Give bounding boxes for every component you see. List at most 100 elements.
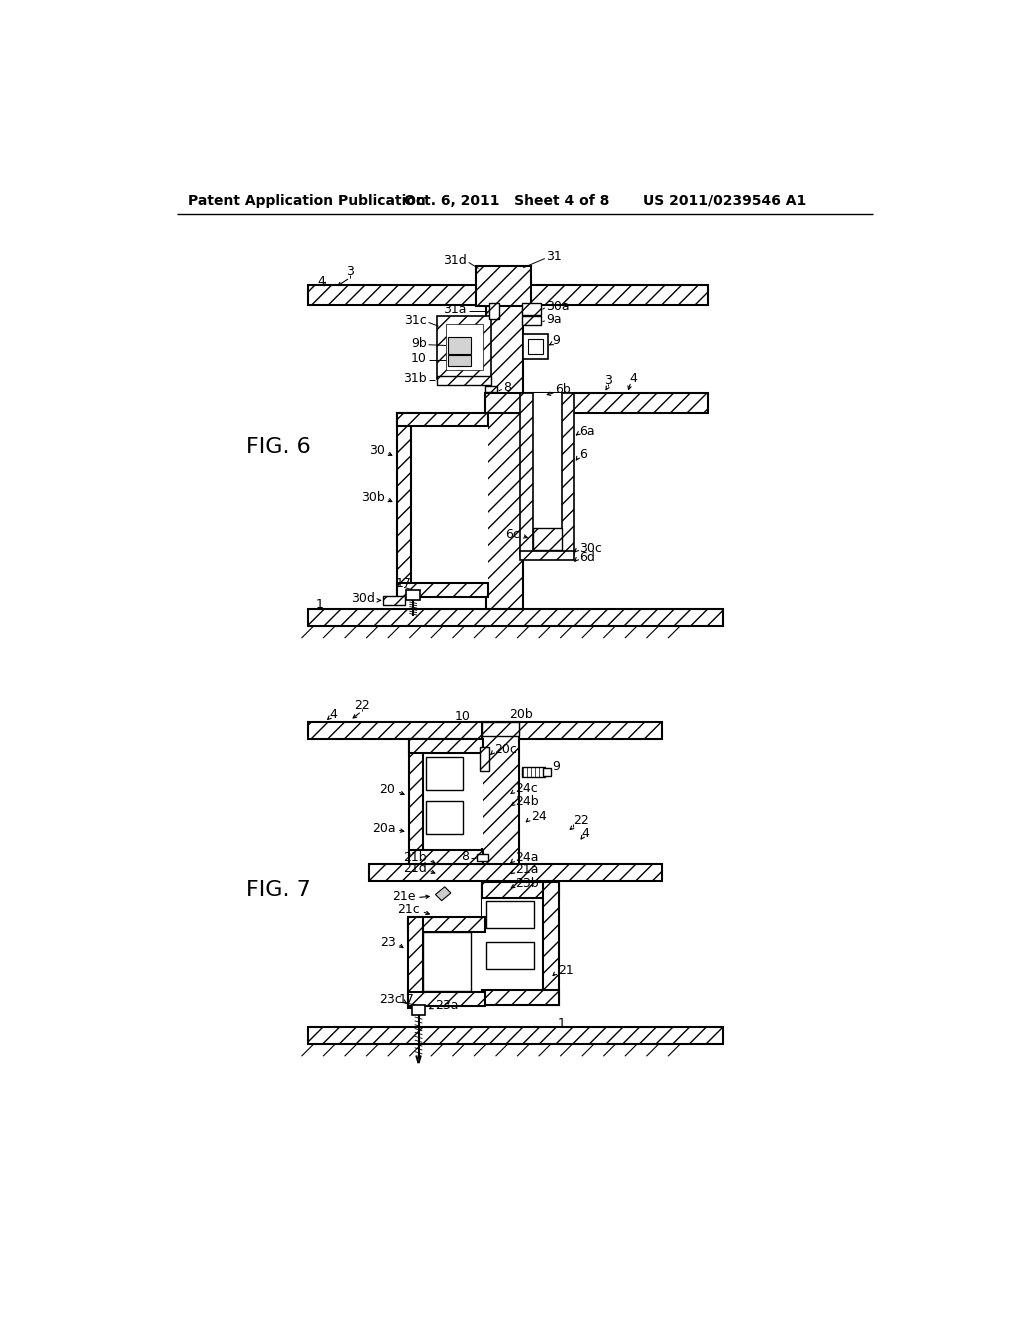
Bar: [520, 393, 532, 554]
Bar: [521, 304, 541, 315]
Text: 21e: 21e: [392, 890, 416, 903]
Bar: [486, 902, 535, 928]
Text: 30d: 30d: [351, 593, 376, 606]
Bar: [408, 993, 484, 1006]
Bar: [437, 317, 490, 379]
Bar: [397, 413, 411, 598]
Bar: [544, 768, 551, 776]
Bar: [475, 267, 531, 306]
Text: 17: 17: [398, 993, 414, 1006]
Text: 1: 1: [558, 1018, 566, 1031]
Text: 20: 20: [380, 783, 395, 796]
Bar: [307, 722, 662, 739]
Text: 20c: 20c: [494, 743, 517, 756]
Text: 23b: 23b: [515, 878, 540, 890]
Bar: [521, 317, 541, 326]
Text: FIG. 6: FIG. 6: [246, 437, 311, 457]
Text: 24: 24: [531, 810, 547, 824]
Bar: [307, 1027, 724, 1044]
Bar: [426, 801, 463, 834]
Text: 4: 4: [630, 372, 637, 385]
Bar: [383, 595, 404, 605]
Bar: [407, 590, 420, 601]
Bar: [528, 339, 544, 354]
Bar: [477, 854, 487, 861]
Text: 20a: 20a: [372, 822, 395, 834]
Text: 6a: 6a: [579, 425, 594, 438]
Text: 30a: 30a: [547, 300, 570, 313]
Bar: [486, 285, 523, 609]
Text: 4: 4: [330, 708, 337, 721]
Bar: [520, 552, 574, 561]
Text: 8: 8: [462, 850, 469, 862]
Text: 21b: 21b: [403, 851, 427, 865]
Bar: [480, 747, 489, 771]
Text: 8: 8: [503, 381, 511, 395]
Text: 31b: 31b: [403, 372, 427, 385]
Text: 23c: 23c: [380, 993, 402, 1006]
Bar: [532, 528, 562, 549]
Bar: [481, 882, 559, 898]
Bar: [447, 337, 471, 354]
Text: 17: 17: [396, 577, 412, 590]
Text: US 2011/0239546 A1: US 2011/0239546 A1: [643, 194, 806, 207]
Text: 4: 4: [582, 828, 590, 841]
Text: 3: 3: [346, 265, 354, 279]
Text: Oct. 6, 2011   Sheet 4 of 8: Oct. 6, 2011 Sheet 4 of 8: [403, 194, 609, 207]
Text: 9a: 9a: [547, 313, 562, 326]
Text: 9: 9: [553, 334, 560, 347]
Bar: [411, 426, 487, 582]
Text: 4: 4: [317, 275, 326, 288]
Text: 31: 31: [547, 249, 562, 263]
Bar: [523, 334, 548, 359]
Text: Patent Application Publication: Patent Application Publication: [188, 194, 426, 207]
Text: 31c: 31c: [404, 314, 427, 326]
Text: 23a: 23a: [435, 999, 458, 1012]
Text: 1: 1: [315, 598, 324, 611]
Text: 31a: 31a: [443, 302, 467, 315]
Bar: [488, 304, 500, 318]
Text: 30b: 30b: [360, 491, 385, 504]
Bar: [423, 752, 483, 849]
Text: FIG. 7: FIG. 7: [246, 880, 311, 900]
Bar: [408, 917, 423, 1007]
Bar: [307, 609, 724, 626]
Polygon shape: [435, 887, 451, 900]
Text: 21c: 21c: [397, 903, 420, 916]
Bar: [481, 990, 559, 1006]
Text: 23: 23: [381, 936, 396, 949]
Text: 21a: 21a: [515, 862, 539, 875]
Bar: [410, 850, 483, 863]
Bar: [410, 739, 423, 862]
Text: 6c: 6c: [505, 528, 520, 541]
Bar: [426, 758, 463, 789]
Bar: [481, 722, 518, 737]
Text: 9b: 9b: [412, 337, 427, 350]
Bar: [423, 932, 484, 991]
Text: 10: 10: [455, 710, 471, 723]
Bar: [532, 393, 562, 552]
Bar: [370, 863, 662, 880]
Text: 24b: 24b: [515, 795, 540, 808]
Text: 3: 3: [604, 375, 612, 388]
Text: 30: 30: [369, 445, 385, 458]
Bar: [397, 413, 487, 426]
Text: 31d: 31d: [443, 253, 467, 267]
Text: 21d: 21d: [403, 862, 427, 875]
Bar: [562, 393, 574, 554]
Text: 9: 9: [553, 760, 560, 774]
Text: 24c: 24c: [515, 781, 539, 795]
Text: 22: 22: [573, 814, 589, 828]
Bar: [437, 376, 490, 385]
Bar: [521, 767, 545, 777]
Bar: [408, 917, 484, 932]
Text: 24a: 24a: [515, 851, 539, 865]
Bar: [412, 1006, 425, 1015]
Bar: [484, 387, 497, 392]
Bar: [484, 393, 708, 412]
Bar: [307, 285, 708, 305]
Text: 22: 22: [353, 698, 370, 711]
Bar: [397, 583, 487, 598]
Text: 6b: 6b: [556, 383, 571, 396]
Text: 20b: 20b: [509, 708, 534, 721]
